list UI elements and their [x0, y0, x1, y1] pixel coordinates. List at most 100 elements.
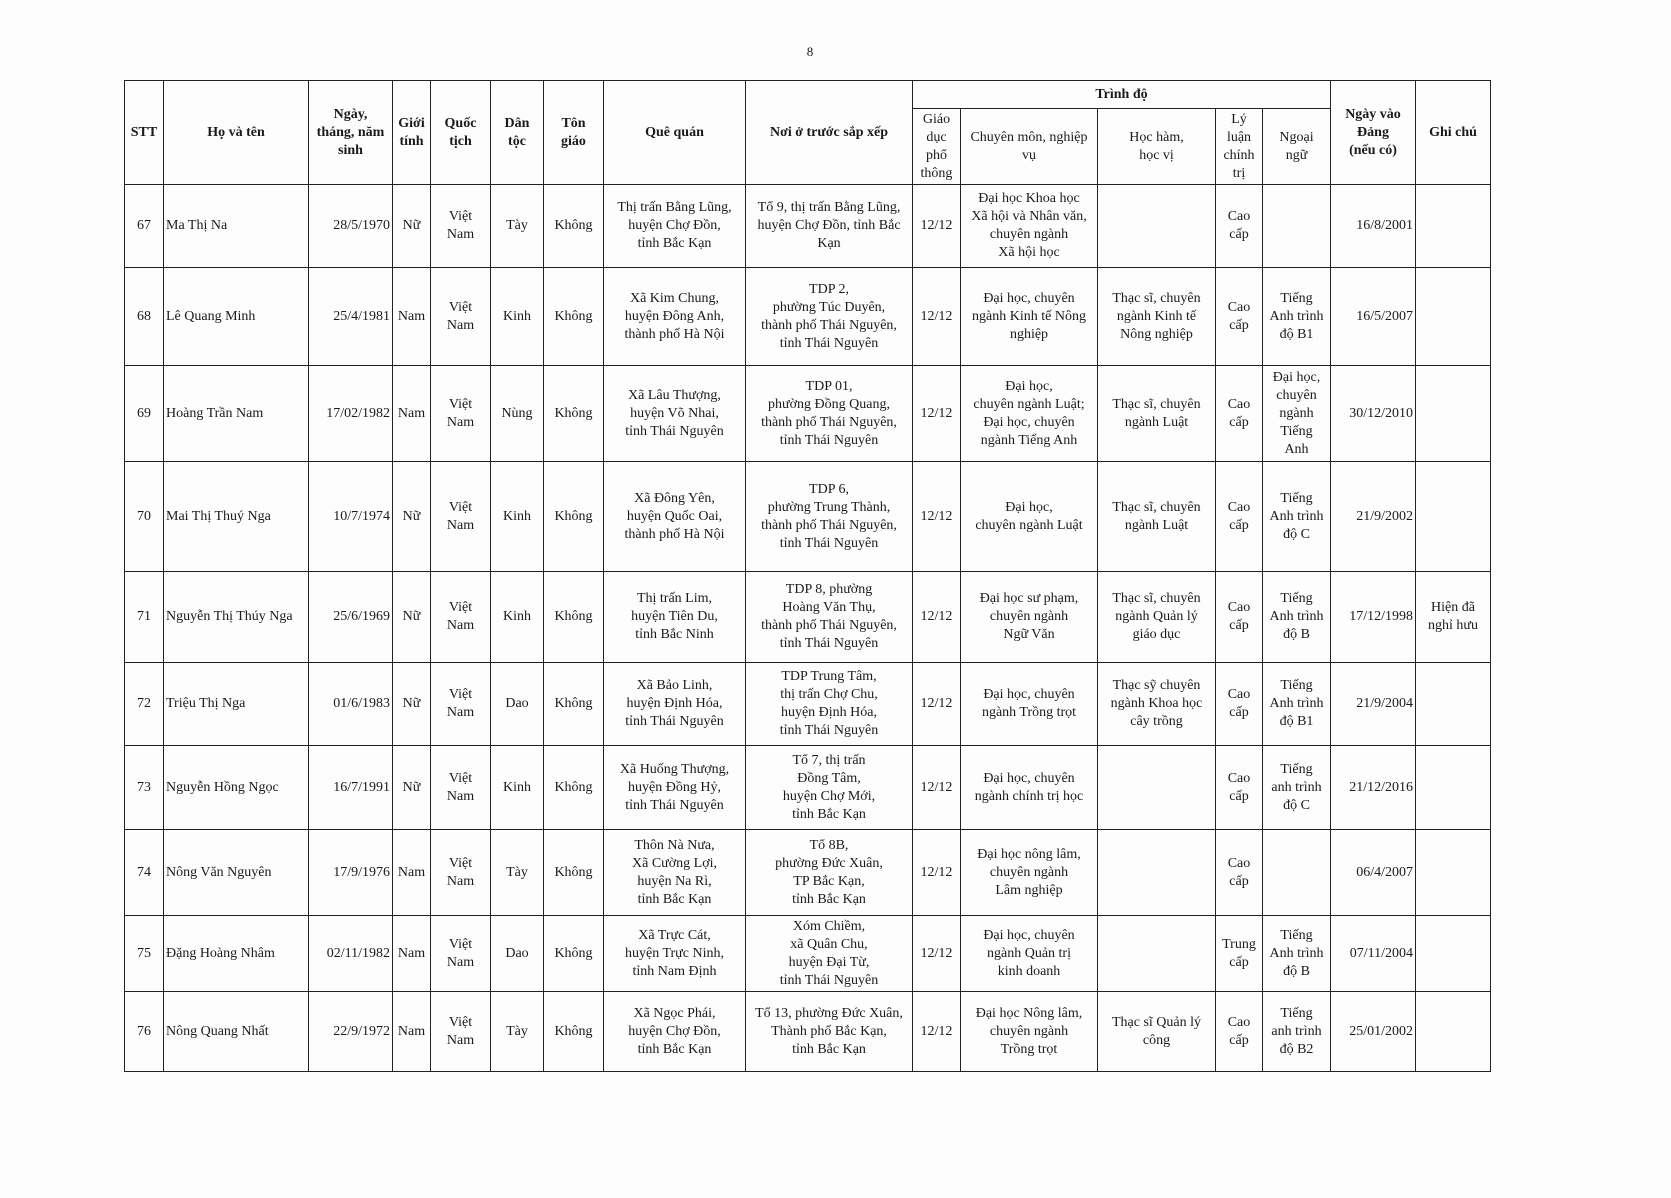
cell-stt: 75	[124, 915, 164, 992]
cell-gender: Nam	[392, 991, 431, 1072]
cell-residence: Tổ 8B, phường Đức Xuân, TP Bắc Kạn, tỉnh…	[745, 829, 913, 916]
cell-general-edu: 12/12	[912, 184, 961, 268]
cell-dob: 17/9/1976	[308, 829, 393, 916]
cell-hometown: Xã Bảo Linh, huyện Định Hóa, tỉnh Thái N…	[603, 662, 746, 746]
header-note: Ghi chú	[1415, 80, 1491, 185]
cell-dob: 25/4/1981	[308, 267, 393, 366]
cell-dob: 10/7/1974	[308, 461, 393, 572]
cell-degree: Thạc sĩ, chuyên ngành Quản lý giáo dục	[1097, 571, 1216, 663]
cell-stt: 70	[124, 461, 164, 572]
cell-gender: Nữ	[392, 461, 431, 572]
cell-stt: 67	[124, 184, 164, 268]
cell-specialty: Đại học, chuyên ngành Trồng trọt	[960, 662, 1098, 746]
cell-hometown: Thôn Nà Nưa, Xã Cường Lợi, huyện Na Rì, …	[603, 829, 746, 916]
cell-stt: 76	[124, 991, 164, 1072]
cell-dob: 22/9/1972	[308, 991, 393, 1072]
cell-political: Cao cấp	[1215, 267, 1263, 366]
cell-degree	[1097, 915, 1216, 992]
header-name: Họ và tên	[163, 80, 309, 185]
cell-party-date: 25/01/2002	[1330, 991, 1416, 1072]
table-row: 73 Nguyễn Hồng Ngọc 16/7/1991 Nữ Việt Nam Kin…	[124, 745, 1491, 830]
cell-gender: Nam	[392, 267, 431, 366]
personnel-table: STT Họ và tên Ngày, tháng, năm sinh Giới…	[124, 80, 1491, 1072]
cell-political: Cao cấp	[1215, 662, 1263, 746]
cell-language: Tiếng anh trình độ B2	[1262, 991, 1331, 1072]
cell-political: Cao cấp	[1215, 365, 1263, 462]
cell-general-edu: 12/12	[912, 745, 961, 830]
cell-gender: Nam	[392, 915, 431, 992]
cell-stt: 68	[124, 267, 164, 366]
cell-political: Cao cấp	[1215, 571, 1263, 663]
header-political: Lý luận chính trị	[1215, 108, 1263, 185]
cell-general-edu: 12/12	[912, 571, 961, 663]
cell-religion: Không	[543, 829, 604, 916]
cell-note	[1415, 267, 1491, 366]
cell-name: Nông Văn Nguyên	[163, 829, 309, 916]
header-degree: Học hàm, học vị	[1097, 108, 1216, 185]
cell-ethnicity: Nùng	[490, 365, 544, 462]
cell-language: Tiếng Anh trình độ B1	[1262, 662, 1331, 746]
cell-name: Lê Quang Minh	[163, 267, 309, 366]
cell-note	[1415, 915, 1491, 992]
cell-residence: Xóm Chiềm, xã Quân Chu, huyện Đại Từ, tỉ…	[745, 915, 913, 992]
table-row: 72 Triệu Thị Nga 01/6/1983 Nữ Việt Nam Dao Khô…	[124, 662, 1491, 746]
cell-hometown: Xã Lâu Thượng, huyện Võ Nhai, tỉnh Thái …	[603, 365, 746, 462]
cell-political: Cao cấp	[1215, 829, 1263, 916]
cell-political: Cao cấp	[1215, 991, 1263, 1072]
cell-degree	[1097, 829, 1216, 916]
table-header: STT Họ và tên Ngày, tháng, năm sinh Giới…	[124, 80, 1491, 185]
cell-note: Hiện đã nghỉ hưu	[1415, 571, 1491, 663]
cell-residence: TDP 01, phường Đồng Quang, thành phố Thá…	[745, 365, 913, 462]
cell-degree: Thạc sỹ chuyên ngành Khoa học cây trồng	[1097, 662, 1216, 746]
cell-general-edu: 12/12	[912, 915, 961, 992]
header-specialty: Chuyên môn, nghiệp vụ	[960, 108, 1098, 185]
cell-residence: Tổ 7, thị trấn Đồng Tâm, huyện Chợ Mới, …	[745, 745, 913, 830]
cell-gender: Nữ	[392, 571, 431, 663]
header-nationality: Quốc tịch	[430, 80, 491, 185]
cell-name: Triệu Thị Nga	[163, 662, 309, 746]
cell-ethnicity: Kinh	[490, 571, 544, 663]
header-general-edu: Giáo dục phổ thông	[912, 108, 961, 185]
cell-note	[1415, 461, 1491, 572]
cell-stt: 74	[124, 829, 164, 916]
cell-specialty: Đại học Khoa học Xã hội và Nhân văn, chu…	[960, 184, 1098, 268]
cell-hometown: Xã Huống Thượng, huyện Đồng Hỷ, tỉnh Thá…	[603, 745, 746, 830]
cell-language: Tiếng Anh trình độ B	[1262, 915, 1331, 992]
cell-language: Tiếng anh trình độ C	[1262, 745, 1331, 830]
cell-name: Hoàng Trần Nam	[163, 365, 309, 462]
cell-party-date: 21/9/2004	[1330, 662, 1416, 746]
cell-ethnicity: Tày	[490, 991, 544, 1072]
header-religion: Tôn giáo	[543, 80, 604, 185]
table-row: 68 Lê Quang Minh 25/4/1981 Nam Việt Nam Kinh K…	[124, 267, 1491, 366]
cell-political: Cao cấp	[1215, 745, 1263, 830]
cell-language: Tiếng Anh trình độ B1	[1262, 267, 1331, 366]
header-qualification: Trình độ	[912, 80, 1331, 109]
table-row: 76 Nông Quang Nhất 22/9/1972 Nam Việt Nam Tày…	[124, 991, 1491, 1072]
cell-language	[1262, 829, 1331, 916]
cell-dob: 25/6/1969	[308, 571, 393, 663]
cell-nationality: Việt Nam	[430, 571, 491, 663]
cell-gender: Nữ	[392, 662, 431, 746]
cell-specialty: Đại học sư phạm, chuyên ngành Ngữ Văn	[960, 571, 1098, 663]
cell-religion: Không	[543, 267, 604, 366]
cell-name: Nông Quang Nhất	[163, 991, 309, 1072]
cell-general-edu: 12/12	[912, 365, 961, 462]
cell-degree	[1097, 745, 1216, 830]
cell-name: Mai Thị Thuý Nga	[163, 461, 309, 572]
cell-residence: TDP 2, phường Túc Duyên, thành phố Thái …	[745, 267, 913, 366]
cell-gender: Nữ	[392, 184, 431, 268]
header-stt: STT	[124, 80, 164, 185]
cell-ethnicity: Kinh	[490, 461, 544, 572]
cell-general-edu: 12/12	[912, 829, 961, 916]
cell-ethnicity: Dao	[490, 662, 544, 746]
table-row: 67 Ma Thị Na 28/5/1970 Nữ Việt Nam Tày Không Th…	[124, 184, 1491, 268]
cell-residence: TDP 6, phường Trung Thành, thành phố Thá…	[745, 461, 913, 572]
cell-ethnicity: Kinh	[490, 745, 544, 830]
cell-party-date: 30/12/2010	[1330, 365, 1416, 462]
cell-language: Tiếng Anh trình độ B	[1262, 571, 1331, 663]
cell-political: Trung cấp	[1215, 915, 1263, 992]
cell-degree: Thạc sĩ Quản lý công	[1097, 991, 1216, 1072]
cell-hometown: Thị trấn Bằng Lũng, huyện Chợ Đồn, tỉnh …	[603, 184, 746, 268]
cell-nationality: Việt Nam	[430, 829, 491, 916]
cell-note	[1415, 991, 1491, 1072]
